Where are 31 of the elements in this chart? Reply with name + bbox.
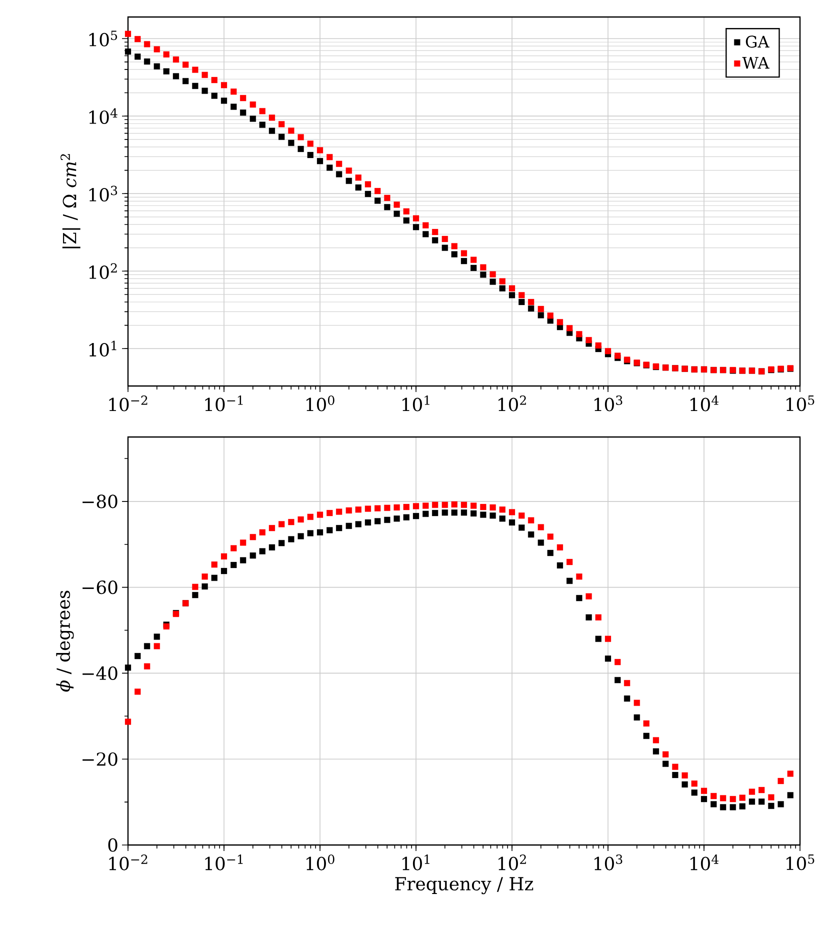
x-tick-label: 10$^{−1}$	[205, 395, 243, 412]
y-tick-label: 10$^{1}$	[89, 340, 116, 357]
y-tick-label: 10$^{3}$	[89, 186, 118, 202]
x-tick-label: 10$^{0}$	[306, 854, 334, 870]
x-tick-label: 10$^{3}$	[594, 854, 622, 870]
x-tick-label: 10$^{1}$	[402, 395, 430, 412]
x-tick-label: 10$^{−1}$	[205, 854, 243, 870]
x-tick-label: 10$^{2}$	[498, 854, 526, 870]
legend-label: WA	[742, 56, 770, 69]
x-tick-label: 10$^{−2}$	[109, 395, 148, 412]
x-axis-title: Frequency / Hz	[395, 877, 534, 894]
y-tick-label: 10$^{2}$	[89, 263, 117, 280]
y-tick-label: 0	[108, 838, 118, 852]
x-tick-label: 10$^{3}$	[594, 395, 622, 412]
x-tick-label: 10$^{0}$	[306, 395, 334, 412]
y-axis-title: ϕ / degrees	[56, 590, 74, 692]
y-tick-label: 10$^{4}$	[89, 108, 118, 124]
y-axis-title: |Z| / Ω cm$^{2}$	[60, 154, 80, 248]
x-tick-label: 10$^{−2}$	[109, 854, 148, 870]
x-tick-label: 10$^{5}$	[786, 396, 814, 412]
y-tick-label: −60	[82, 580, 118, 594]
y-tick-label: 10$^{5}$	[89, 30, 118, 46]
x-tick-label: 10$^{4}$	[690, 395, 719, 412]
y-tick-label: −40	[82, 666, 118, 680]
legend-label: GA	[746, 36, 770, 48]
x-tick-label: 10$^{2}$	[498, 395, 526, 412]
x-tick-label: 10$^{1}$	[402, 854, 430, 870]
x-tick-label: 10$^{4}$	[690, 854, 719, 870]
x-tick-label: 10$^{5}$	[786, 854, 814, 870]
y-tick-label: −80	[82, 494, 118, 508]
y-tick-label: −20	[82, 752, 118, 766]
